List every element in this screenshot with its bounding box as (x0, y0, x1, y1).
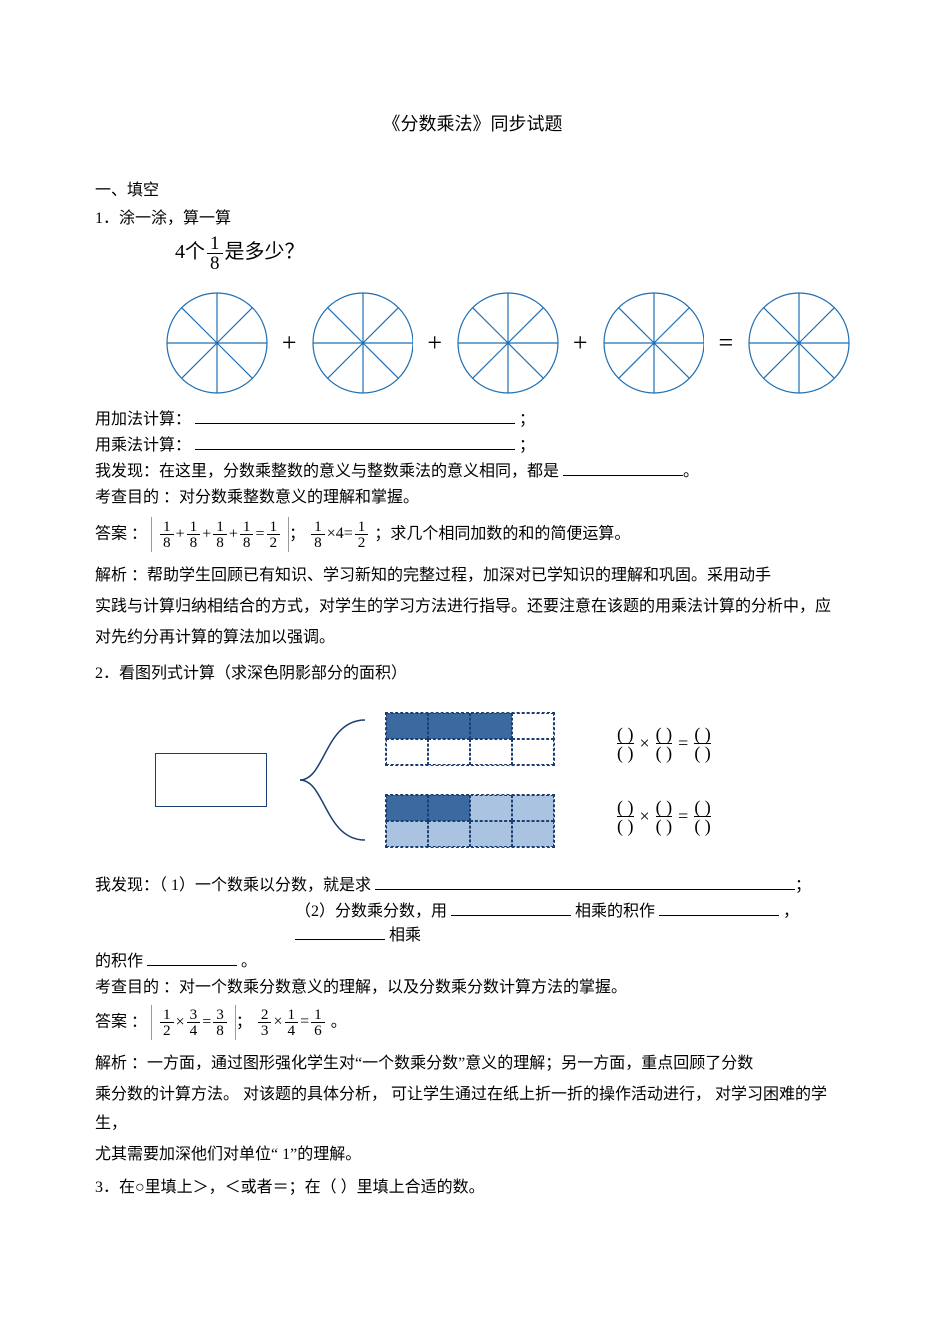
q2-unit-rect-wrap (155, 695, 295, 865)
grid-cell (386, 713, 428, 739)
grid-cell (470, 739, 512, 765)
q1-addition-line: 用加法计算： ； (95, 405, 850, 429)
grid-cell (512, 739, 554, 765)
pie-eighths-icon (165, 291, 268, 395)
q2-answer-2: 23×14=16 (256, 1013, 331, 1030)
q2-formula-2[interactable]: ( )( )×( )( )=( )( ) (615, 798, 713, 835)
page-title: 《分数乘法》同步试题 (95, 110, 850, 136)
q3-number: 3．在○里填上＞，＜或者＝；在（ ）里填上合适的数。 (95, 1173, 850, 1197)
grid-cell (428, 713, 470, 739)
blank-q2-d2c[interactable] (295, 923, 385, 940)
q2-grid-1 (385, 712, 555, 766)
pie-eighths-icon (456, 291, 559, 395)
q2-answer-label: 答案 ： (95, 1013, 147, 1030)
q1-prompt-suffix: 是多少？ (225, 241, 305, 263)
blank-addition[interactable] (195, 407, 515, 424)
q1-number: 1．涂一涂，算一算 (95, 204, 850, 228)
q2-analysis-2: 乘分数的计算方法。 对该题的具体分析， 可让学生通过在纸上折一折的操作活动进行，… (95, 1081, 850, 1139)
q1-analysis-1: 帮助学生回顾已有知识、学习新知的完整过程，加深对已学知识的理解和巩固。采用动手 (147, 567, 771, 584)
q1-prompt-fraction: 18 (207, 234, 223, 273)
grid-cell (386, 739, 428, 765)
blank-q2-d2a[interactable] (451, 899, 571, 916)
q1-prompt: 4个18是多少？ (175, 234, 850, 273)
grid-cell (470, 713, 512, 739)
section-1-heading: 一、填空 (95, 176, 850, 200)
q1-mult-label: 用乘法计算： (95, 437, 191, 454)
blank-q2-discover1[interactable] (375, 873, 795, 890)
q1-answer-tail: ；求几个相同加数的和的简便运算。 (374, 525, 630, 542)
plus-op: + (573, 328, 588, 358)
grid-cell (428, 739, 470, 765)
blank-discover[interactable] (563, 459, 683, 476)
q2-answer-line: 答案 ： 12×34=38 ； 23×14=16 。 (95, 1005, 850, 1040)
q1-answer-line: 答案 ： 18+18+18+18=12 ； 18×4=12 ；求几个相同加数的和… (95, 517, 850, 552)
equals-op: = (718, 328, 733, 358)
q2-analysis-3: 尤其需要加深他们对单位“ 1”的理解。 (95, 1141, 850, 1170)
q1-analysis-3: 对先约分再计算的算法加以强调。 (95, 624, 850, 653)
grid-cell (512, 713, 554, 739)
q2-answer-1: 12×34=38 (151, 1005, 236, 1040)
q2-unit-rect (155, 753, 267, 807)
grid-cell (386, 795, 428, 821)
q1-circle-diagram: + + + = (165, 291, 850, 395)
plus-op: + (282, 328, 297, 358)
q1-answer-label: 答案 ： (95, 525, 147, 542)
q2-grid-2 (385, 794, 555, 848)
q1-mult-line: 用乘法计算： ； (95, 431, 850, 455)
grid-cell (428, 821, 470, 847)
q2-brace-icon (295, 695, 385, 865)
grid-cell (386, 821, 428, 847)
grid-cell (470, 795, 512, 821)
plus-op: + (427, 328, 442, 358)
blank-q2-d2b[interactable] (659, 899, 779, 916)
pie-eighths-icon (747, 291, 850, 395)
blank-q2-d3[interactable] (147, 949, 237, 966)
q1-analysis-2: 实践与计算归纳相结合的方式，对学生的学习方法进行指导。还要注意在该题的用乘法计算… (95, 593, 850, 622)
pie-eighths-icon (311, 291, 414, 395)
grid-cell (428, 795, 470, 821)
q1-objective: 考查目的 ：对分数乘整数意义的理解和掌握。 (95, 483, 850, 507)
pie-eighths-icon (602, 291, 705, 395)
q2-grids (385, 712, 555, 848)
q2-discover-2: （2）分数乘分数，用 相乘的积作 ， 相乘 (295, 897, 850, 945)
q1-analysis-label: 解析 ： (95, 567, 147, 584)
q2-objective: 考查目的 ：对一个数乘分数意义的理解，以及分数乘分数计算方法的掌握。 (95, 973, 850, 997)
q2-analysis-1: 一方面，通过图形强化学生对“一个数乘分数”意义的理解；另一方面，重点回顾了分数 (147, 1055, 753, 1072)
q2-figure: ( )( )×( )( )=( )( ) ( )( )×( )( )=( )( … (155, 695, 850, 865)
q2-analysis: 解析 ：一方面，通过图形强化学生对“一个数乘分数”意义的理解；另一方面，重点回顾… (95, 1050, 850, 1079)
grid-cell (512, 795, 554, 821)
q1-answer-addition: 18+18+18+18=12 (151, 517, 289, 552)
q2-analysis-label: 解析 ： (95, 1055, 147, 1072)
q2-formula-blanks: ( )( )×( )( )=( )( ) ( )( )×( )( )=( )( … (615, 725, 713, 835)
grid-cell (470, 821, 512, 847)
q1-addition-label: 用加法计算： (95, 411, 191, 428)
document-page: 《分数乘法》同步试题 一、填空 1．涂一涂，算一算 4个18是多少？ +++= … (0, 0, 945, 1338)
q2-formula-1[interactable]: ( )( )×( )( )=( )( ) (615, 725, 713, 762)
q1-analysis: 解析 ：帮助学生回顾已有知识、学习新知的完整过程，加深对已学知识的理解和巩固。采… (95, 562, 850, 591)
q2-number: 2．看图列式计算（求深色阴影部分的面积） (95, 659, 850, 683)
q1-prompt-prefix: 4个 (175, 241, 205, 263)
grid-cell (512, 821, 554, 847)
q1-discover-line: 我发现：在这里，分数乘整数的意义与整数乘法的意义相同，都是 。 (95, 457, 850, 481)
blank-multiplication[interactable] (195, 433, 515, 450)
q1-answer-mult: 18×4=12 (309, 525, 374, 542)
q2-discover-3: 的积作 。 (95, 947, 850, 971)
q2-discover-1: 我发现：（ 1）一个数乘以分数，就是求 ； (95, 871, 850, 895)
q1-discover-text: 我发现：在这里，分数乘整数的意义与整数乘法的意义相同，都是 (95, 463, 559, 480)
